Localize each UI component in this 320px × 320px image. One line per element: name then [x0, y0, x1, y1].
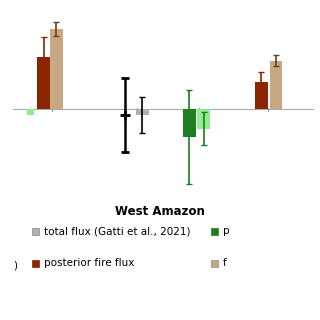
- Text: ): ): [13, 260, 17, 271]
- Text: West Amazon: West Amazon: [115, 205, 205, 218]
- Text: total flux (Gatti et al., 2021): total flux (Gatti et al., 2021): [44, 226, 190, 236]
- Bar: [183, 109, 196, 137]
- Text: f: f: [223, 258, 227, 268]
- Bar: [136, 109, 148, 115]
- Bar: [269, 61, 282, 109]
- Bar: [197, 109, 210, 129]
- Bar: [255, 82, 268, 109]
- Text: posterior fire flux: posterior fire flux: [44, 258, 134, 268]
- Text: p: p: [223, 226, 230, 236]
- Bar: [50, 29, 63, 109]
- Bar: [37, 57, 50, 109]
- Bar: [27, 109, 34, 115]
